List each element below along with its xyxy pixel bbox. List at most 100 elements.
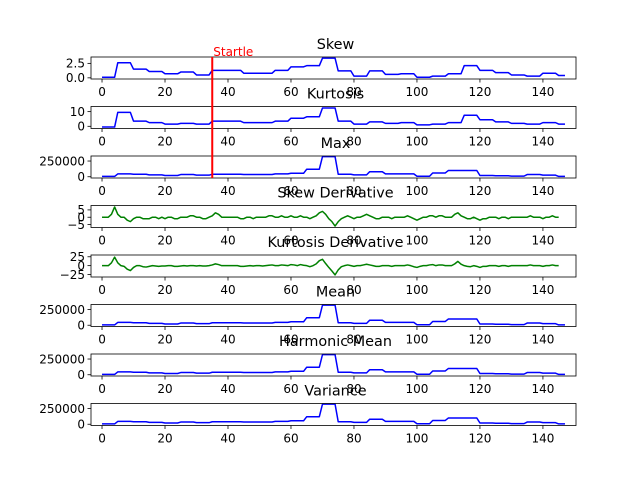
- kurtosis-xtick-label: 140: [531, 135, 554, 149]
- variance-xtick-label: 0: [98, 432, 106, 446]
- skew-xtick-label: 0: [98, 85, 106, 99]
- mean-title: Mean: [316, 285, 355, 301]
- skew-derivative-ytick-label: −5: [67, 218, 85, 232]
- mean-ytick-label: 250000: [39, 303, 85, 317]
- kurtosis-xtick-label: 0: [98, 135, 106, 149]
- startle-marker-label: Startle: [213, 45, 253, 59]
- mean-xtick-label: 120: [468, 333, 491, 347]
- kurtosis-derivative-ytick-label: −25: [60, 268, 85, 282]
- skew-derivative-xtick-label: 40: [220, 234, 235, 248]
- panel-variance: 0 20 40 60 80 100 120 140 0 250000 Variance: [39, 384, 577, 446]
- max-xtick-label: 80: [346, 184, 361, 198]
- harmonic-mean-axes-frame: [90, 353, 577, 377]
- max-title: Max: [321, 136, 351, 152]
- skew-derivative-xtick-label: 120: [468, 234, 491, 248]
- max-series-line: [102, 155, 565, 178]
- harmonic-mean-ytick-label: 0: [77, 368, 85, 382]
- harmonic-mean-xtick-label: 20: [157, 382, 172, 396]
- mean-xtick-label: 60: [283, 333, 298, 347]
- kurtosis-xtick-label: 20: [157, 135, 172, 149]
- skew-xtick-label: 140: [531, 85, 554, 99]
- kurtosis-ytick-label: 10: [70, 105, 85, 119]
- mean-xtick-label: 0: [98, 333, 106, 347]
- variance-xtick-label: 120: [468, 432, 491, 446]
- harmonic-mean-xtick-label: 80: [346, 382, 361, 396]
- panel-kurtosis-derivative: 0 20 40 60 80 100 120 140 −25 0 25 Kurtosis Derivat…: [60, 235, 577, 297]
- max-ytick-label: 0: [77, 170, 85, 184]
- kurtosis-axes-frame: [90, 106, 577, 129]
- variance-xtick-label: 60: [283, 432, 298, 446]
- variance-ytick-label: 250000: [39, 402, 85, 416]
- kurtosis-derivative-xtick-label: 0: [98, 283, 106, 297]
- kurtosis-derivative-xtick-label: 20: [157, 283, 172, 297]
- skew-derivative-xtick-label: 100: [406, 234, 429, 248]
- skew-axes-frame: [90, 56, 577, 80]
- harmonic-mean-title: Harmonic Mean: [279, 334, 392, 350]
- kurtosis-derivative-xtick-label: 80: [346, 283, 361, 297]
- skew-xtick-label: 100: [406, 85, 429, 99]
- harmonic-mean-ytick-label: 250000: [39, 352, 85, 366]
- kurtosis-derivative-xtick-label: 40: [220, 283, 235, 297]
- skew-xtick-label: 60: [283, 85, 298, 99]
- kurtosis-series-line: [102, 107, 565, 128]
- harmonic-mean-xtick-label: 40: [220, 382, 235, 396]
- mean-axes-frame: [90, 304, 577, 327]
- skew-xtick-label: 40: [220, 85, 235, 99]
- mean-xtick-label: 20: [157, 333, 172, 347]
- max-xtick-label: 100: [406, 184, 429, 198]
- kurtosis-xtick-label: 100: [406, 135, 429, 149]
- skew-xtick-label: 120: [468, 85, 491, 99]
- skew-title: Skew: [317, 37, 355, 53]
- skew-derivative-ytick-label: 0: [77, 211, 85, 225]
- kurtosis-derivative-xtick-label: 100: [406, 283, 429, 297]
- skew-derivative-xtick-label: 140: [531, 234, 554, 248]
- variance-xtick-label: 40: [220, 432, 235, 446]
- mean-xtick-label: 140: [531, 333, 554, 347]
- kurtosis-ytick-label: 0: [77, 120, 85, 134]
- max-xtick-label: 20: [157, 184, 172, 198]
- variance-xtick-label: 80: [346, 432, 361, 446]
- max-ytick-label: 250000: [39, 154, 85, 168]
- variance-series-line: [102, 403, 565, 425]
- skew-derivative-xtick-label: 0: [98, 234, 106, 248]
- skew-xtick-label: 80: [346, 85, 361, 99]
- mean-ytick-label: 0: [77, 319, 85, 333]
- panel-max: 0 20 40 60 80 100 120 140 0 250000 Max: [39, 136, 577, 198]
- max-xtick-label: 60: [283, 184, 298, 198]
- skew-derivative-axes-frame: [90, 205, 577, 228]
- kurtosis-xtick-label: 80: [346, 135, 361, 149]
- max-xtick-label: 0: [98, 184, 106, 198]
- kurtosis-xtick-label: 120: [468, 135, 491, 149]
- kurtosis-derivative-xtick-label: 60: [283, 283, 298, 297]
- kurtosis-title: Kurtosis: [307, 87, 364, 103]
- max-xtick-label: 40: [220, 184, 235, 198]
- harmonic-mean-xtick-label: 0: [98, 382, 106, 396]
- kurtosis-xtick-label: 60: [283, 135, 298, 149]
- harmonic-mean-series-line: [102, 353, 565, 376]
- skew-xtick-label: 20: [157, 85, 172, 99]
- skew-derivative-series-line: [102, 206, 559, 227]
- variance-title: Variance: [304, 384, 366, 400]
- harmonic-mean-xtick-label: 140: [531, 382, 554, 396]
- variance-xtick-label: 100: [406, 432, 429, 446]
- harmonic-mean-xtick-label: 100: [406, 382, 429, 396]
- kurtosis-xtick-label: 40: [220, 135, 235, 149]
- skew-derivative-title: Skew Derivative: [277, 186, 393, 202]
- kurtosis-derivative-xtick-label: 140: [531, 283, 554, 297]
- max-axes-frame: [90, 155, 577, 179]
- mean-series-line: [102, 304, 565, 326]
- skew-series-line: [102, 57, 565, 79]
- skew-derivative-ytick-label: 5: [77, 203, 85, 217]
- harmonic-mean-xtick-label: 60: [283, 382, 298, 396]
- max-xtick-label: 120: [468, 184, 491, 198]
- skew-derivative-xtick-label: 60: [283, 234, 298, 248]
- kurtosis-derivative-title: Kurtosis Derivative: [268, 235, 404, 251]
- skew-derivative-xtick-label: 80: [346, 234, 361, 248]
- max-xtick-label: 140: [531, 184, 554, 198]
- kurtosis-derivative-ytick-label: 25: [70, 250, 85, 264]
